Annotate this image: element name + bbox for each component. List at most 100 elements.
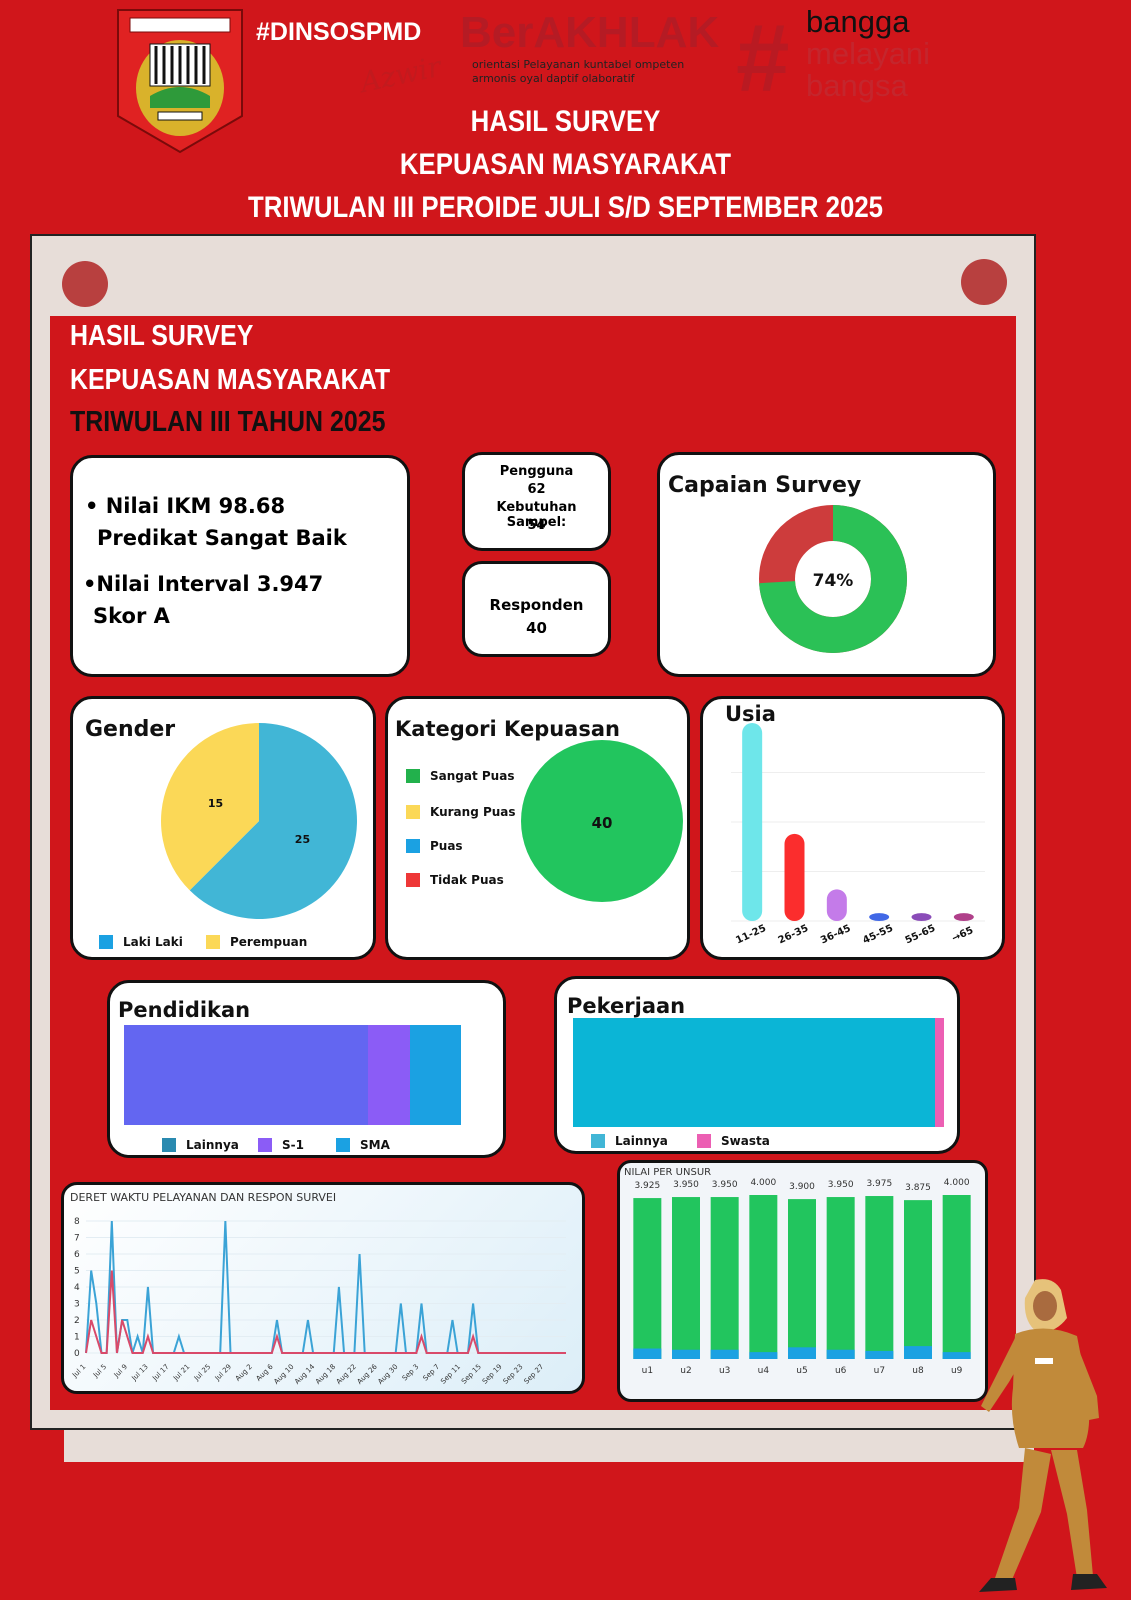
- ts-x-tick: Aug 30: [376, 1363, 399, 1386]
- hashtag-text: #DINSOSPMD: [256, 18, 422, 46]
- ikm-value: • Nilai IKM 98.68: [85, 494, 286, 518]
- unsur-bar: [710, 1197, 739, 1359]
- unsur-category-label: u6: [835, 1366, 847, 1376]
- unsur-bar: [672, 1197, 700, 1359]
- timeseries-title: DERET WAKTU PELAYANAN DAN RESPON SURVEI: [70, 1191, 337, 1204]
- regency-emblem: [117, 9, 243, 154]
- unsur-bar: [633, 1198, 662, 1359]
- berakhlak-line2: armonis oyal daptif olaboratif: [472, 72, 635, 85]
- ts-x-tick: Jul 9: [112, 1363, 129, 1380]
- usia-tick-label: 26-35: [777, 923, 811, 947]
- unsur-bar-base: [826, 1349, 855, 1359]
- legend-item-swasta: Swasta: [697, 1134, 770, 1148]
- unsur-category-label: u9: [951, 1366, 963, 1376]
- legend-label: SMA: [360, 1138, 390, 1152]
- sampel-value: 54: [527, 518, 546, 533]
- capaian-title: Capaian Survey: [668, 473, 862, 498]
- pendidikan-bar: [124, 1025, 461, 1125]
- kategori-pie: 40: [521, 740, 683, 902]
- unsur-title: NILAI PER UNSUR: [624, 1167, 712, 1178]
- ts-x-tick: Sep 15: [460, 1363, 483, 1386]
- ts-x-tick: Sep 3: [401, 1363, 421, 1383]
- legend-swatch: [406, 805, 420, 819]
- legend-item-puas: Puas: [406, 839, 463, 853]
- legend-label: Lainnya: [615, 1134, 668, 1148]
- ts-x-tick: Sep 11: [439, 1363, 462, 1386]
- pengguna-label: Pengguna: [499, 464, 574, 479]
- legend-label: Sangat Puas: [430, 769, 515, 783]
- responden-value: 40: [526, 619, 547, 637]
- bangsa-text: bangsa: [806, 68, 908, 103]
- interval-value: •Nilai Interval 3.947: [83, 572, 324, 596]
- legend-item-perempuan: Perempuan: [206, 935, 307, 949]
- gender-title: Gender: [85, 717, 176, 742]
- ts-y-tick: 3: [74, 1300, 80, 1310]
- board-title-1: HASIL SURVEY: [70, 320, 254, 352]
- legend-swatch: [258, 1138, 272, 1152]
- unsur-bar-base: [710, 1349, 739, 1359]
- legend-item-lainnya: Lainnya: [591, 1134, 668, 1148]
- legend-swatch: [99, 935, 113, 949]
- legend-swatch: [591, 1134, 605, 1148]
- legend-label: Swasta: [721, 1134, 770, 1148]
- timeseries-card: DERET WAKTU PELAYANAN DAN RESPON SURVEI …: [61, 1182, 585, 1394]
- ts-series-line: [85, 1270, 566, 1354]
- ts-y-tick: 1: [74, 1333, 80, 1343]
- board-title-3: TRIWULAN III TAHUN 2025: [70, 406, 386, 438]
- unsur-category-label: u3: [719, 1366, 730, 1376]
- unsur-chart: 3.925 u1 3.950 u2 3.950 u3 4.000 u4 3.900 u5 3.950…: [633, 1178, 971, 1376]
- gender-value-perempuan: 15: [208, 797, 223, 810]
- ts-x-tick: Jul 1: [70, 1363, 87, 1380]
- ts-y-tick: 6: [74, 1250, 80, 1260]
- board-title-2: KEPUASAN MASYARAKAT: [70, 364, 391, 396]
- pin-left-icon: [62, 261, 108, 307]
- unsur-value-label: 3.925: [634, 1181, 660, 1191]
- usia-tick-label: 45-55: [861, 923, 895, 947]
- legend-item-s1: S-1: [258, 1138, 304, 1152]
- gender-pie: 25 15: [161, 723, 357, 919]
- ts-x-tick: Aug 22: [335, 1363, 358, 1386]
- berakhlak-logo: BerAKHLAK: [460, 8, 720, 57]
- legend-swatch: [336, 1138, 350, 1152]
- usia-tick-label: 55-65: [904, 923, 938, 947]
- bar-segment: [934, 1018, 944, 1127]
- legend-swatch: [162, 1138, 176, 1152]
- ts-y-tick: 5: [74, 1267, 80, 1277]
- legend-item-lainnya: Lainnya: [162, 1138, 239, 1152]
- pengguna-card: Pengguna 62 Kebutuhan Sampel: 54: [462, 452, 611, 551]
- legend-swatch: [406, 769, 420, 783]
- header-title-3: TRIWULAN III PEROIDE JULI S/D SEPTEMBER …: [247, 191, 884, 224]
- pekerjaan-card: Pekerjaan Lainnya Swasta: [554, 976, 960, 1154]
- capaian-card: Capaian Survey 74%: [657, 452, 996, 677]
- capaian-percent: 74%: [813, 571, 854, 591]
- usia-bar: [826, 889, 847, 921]
- unsur-bar-base: [788, 1347, 816, 1359]
- header-title-1: HASIL SURVEY: [470, 105, 661, 138]
- ts-y-tick: 2: [74, 1316, 80, 1326]
- legend-swatch: [406, 839, 420, 853]
- legend-label: Puas: [430, 839, 463, 853]
- usia-title: Usia: [725, 702, 776, 726]
- unsur-bar: [904, 1200, 932, 1359]
- unsur-bar-base: [904, 1346, 932, 1359]
- legend-swatch: [406, 873, 420, 887]
- pendidikan-title: Pendidikan: [118, 998, 251, 1022]
- unsur-category-label: u7: [874, 1366, 885, 1376]
- ts-x-tick: Jul 29: [213, 1363, 233, 1383]
- header-title-2: KEPUASAN MASYARAKAT: [399, 148, 732, 181]
- donut-achieved: [759, 505, 907, 653]
- gender-slice-perempuan: [161, 723, 259, 891]
- capaian-donut: 74%: [759, 505, 907, 653]
- hash-icon: #: [736, 5, 790, 112]
- gender-value-laki: 25: [295, 833, 310, 846]
- bar-segment: [124, 1025, 369, 1125]
- legend-label: Lainnya: [186, 1138, 239, 1152]
- ts-x-tick: Aug 18: [314, 1363, 337, 1386]
- usia-bar: [869, 913, 890, 921]
- gender-card: Gender 25 15 Laki Laki Perempuan: [70, 696, 376, 960]
- ts-x-tick: Aug 14: [293, 1362, 317, 1386]
- legend-label: Tidak Puas: [430, 873, 504, 887]
- unsur-category-label: u4: [758, 1366, 770, 1376]
- unsur-value-label: 4.000: [944, 1178, 970, 1188]
